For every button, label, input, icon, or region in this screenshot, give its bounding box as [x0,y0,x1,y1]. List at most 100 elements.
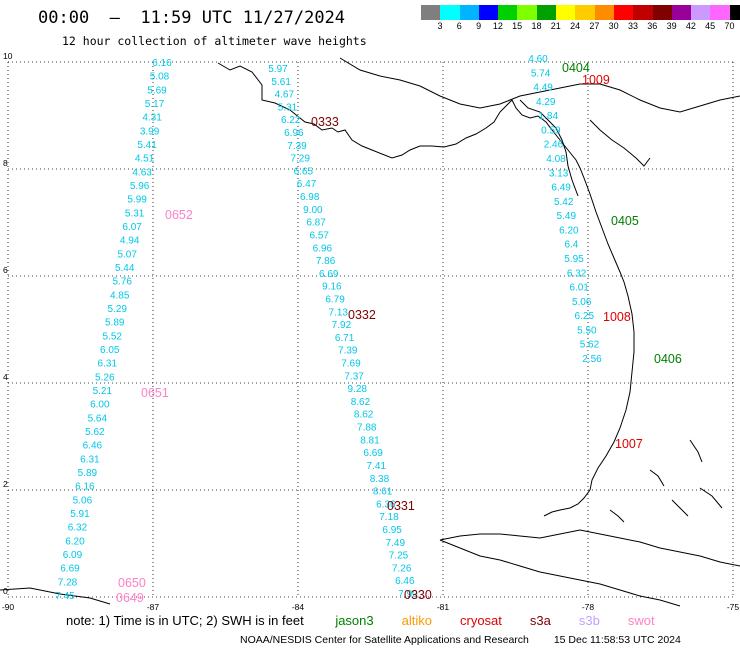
colorbar-cell [652,5,672,20]
wave-height-value: 2.56 [582,354,602,365]
satellite-legend-item: jason3 [335,613,374,628]
wave-height-value: 6.31 [98,359,118,370]
wave-height-value: 5.62 [580,340,600,351]
wave-height-value: 5.76 [112,277,132,288]
wave-height-value: 2.46 [544,140,564,151]
wave-height-value: 8.62 [351,397,371,408]
colorbar-cell [498,5,518,20]
wave-height-value: 7.90 [398,589,418,600]
chart-title: 00:00 – 11:59 UTC 11/27/2024 [38,8,346,28]
wave-height-value: 5.21 [93,386,113,397]
y-tick-label: 10 [3,51,13,61]
x-tick-label: -81 [437,602,450,612]
pass-label: 0330 [404,588,432,602]
wave-height-value: 6.36 [376,499,396,510]
wave-height-value: 7.37 [344,371,364,382]
coastline [0,57,740,607]
wave-height-value: 5.62 [85,427,105,438]
wave-height-value: 7.13 [329,307,349,318]
wave-height-value: 5.74 [531,68,551,79]
wave-height-value: 6.16 [152,58,172,69]
y-tick-label: 2 [3,479,8,489]
wave-height-value: 5.96 [130,181,150,192]
colorbar-label: 15 [512,21,523,31]
wave-height-value: 5.95 [564,254,584,265]
wave-height-value: 6.32 [68,523,88,534]
colorbar-cell [459,5,479,20]
wave-height-value: 5.42 [554,197,574,208]
wave-height-value: 8.62 [354,410,374,421]
wave-height-value: 5.07 [117,249,137,260]
chart-subtitle: 12 hour collection of altimeter wave hei… [62,34,367,48]
pass-label: 1008 [603,310,631,324]
wave-height-value: 7.45 [55,591,75,602]
satellite-legend: jason3 altiko cryosat s3a s3b swot [311,613,658,628]
wave-height-value: 9.28 [348,384,368,395]
pass-label: 0649 [116,591,144,605]
pass-label: 1009 [582,73,610,87]
pass-label: 0405 [611,214,639,228]
footer-timestamp: 15 Dec 11:58:53 UTC 2024 [553,634,681,646]
wave-height-value: 6.95 [382,525,402,536]
wave-height-value: 3.99 [140,126,160,137]
wave-height-value: 7.26 [392,563,412,574]
wave-height-value: 7.88 [357,423,377,434]
y-tick-label: 0 [3,586,8,596]
wave-height-value: 7.92 [332,320,352,331]
wave-height-value: 6.69 [319,269,339,280]
colorbar-cell [633,5,653,20]
wave-height-value: 6.20 [65,536,85,547]
colorbar-cell [729,5,740,20]
colorbar-cell [613,5,634,20]
y-tick-label: 8 [3,158,8,168]
florida-gulf-coast [519,99,579,197]
wave-height-value: 6.79 [325,294,345,305]
notes-prefix: note: 1) Time is in UTC; 2) SWH is in fe… [66,613,304,628]
wave-height-value: 4.63 [132,167,152,178]
wave-height-value: 6.09 [63,550,83,561]
colorbar-label: 27 [589,21,600,31]
colorbar-cell [556,5,576,20]
wave-height-value: 9.16 [322,282,342,293]
footer-credit: NOAA/NESDIS Center for Satellite Applica… [240,634,529,646]
wave-height-value: 4.31 [142,113,162,124]
wave-height-value: 7.69 [341,359,361,370]
colorbar-label: 9 [476,21,482,31]
wave-height-value: 5.29 [107,304,127,315]
wave-height-value: 5.06 [572,297,592,308]
pass-label: 0651 [141,386,169,400]
wave-height-value: 6.96 [313,243,333,254]
wave-height-value: 6.22 [281,115,301,126]
colorbar-label: 33 [627,21,638,31]
wave-height-value: 5.26 [95,372,115,383]
wave-height-value: 6.07 [122,222,142,233]
wave-height-value: 6.31 [80,454,100,465]
wave-height-value: 6.69 [363,448,383,459]
pass-label: 0331 [387,499,415,513]
colorbar-label: 42 [685,21,696,31]
colorbar-cell [710,5,730,20]
gulf-coast-line [217,62,635,491]
wave-height-value: 5.61 [271,77,291,88]
pass-label: 1007 [615,437,643,451]
colorbar-cell [671,5,692,20]
y-tick-label: 6 [3,265,8,275]
wave-height-value: 6.20 [559,225,579,236]
wave-height-value: 6.57 [309,230,329,241]
footer: NOAA/NESDIS Center for Satellite Applica… [240,634,681,646]
wave-height-value: 5.06 [73,495,93,506]
colorbar-label: 36 [647,21,658,31]
cuba-coast [439,529,740,567]
wave-height-value: 7.39 [338,346,358,357]
pass-label: 0650 [118,576,146,590]
wave-height-value: 6.47 [297,179,317,190]
wave-height-value: 5.99 [127,195,147,206]
colorbar-cell [691,5,711,20]
wave-height-value: 6.05 [100,345,120,356]
wave-height-value: 5.31 [278,102,298,113]
y-tick-label: 4 [3,372,8,382]
colorbar-cell [478,5,499,20]
colorbar-label: 18 [531,21,542,31]
pass-label: 0333 [311,115,339,129]
